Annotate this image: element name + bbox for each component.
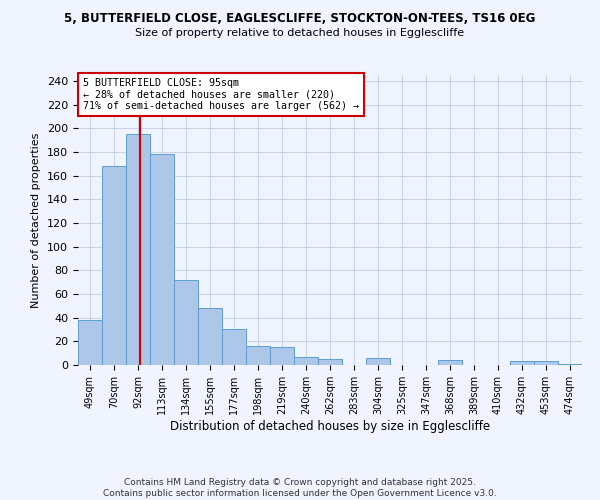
Text: Contains HM Land Registry data © Crown copyright and database right 2025.
Contai: Contains HM Land Registry data © Crown c… xyxy=(103,478,497,498)
Bar xyxy=(222,330,246,365)
Bar xyxy=(78,320,102,365)
Bar xyxy=(126,134,150,365)
Bar xyxy=(366,358,390,365)
Text: Size of property relative to detached houses in Egglescliffe: Size of property relative to detached ho… xyxy=(136,28,464,38)
Bar xyxy=(318,359,342,365)
Y-axis label: Number of detached properties: Number of detached properties xyxy=(31,132,41,308)
Bar xyxy=(174,280,198,365)
Bar xyxy=(246,346,270,365)
Bar xyxy=(150,154,174,365)
Bar xyxy=(510,362,534,365)
Bar xyxy=(102,166,126,365)
Text: 5 BUTTERFIELD CLOSE: 95sqm
← 28% of detached houses are smaller (220)
71% of sem: 5 BUTTERFIELD CLOSE: 95sqm ← 28% of deta… xyxy=(83,78,359,111)
Bar xyxy=(534,362,558,365)
X-axis label: Distribution of detached houses by size in Egglescliffe: Distribution of detached houses by size … xyxy=(170,420,490,432)
Bar xyxy=(558,364,582,365)
Bar xyxy=(294,356,318,365)
Text: 5, BUTTERFIELD CLOSE, EAGLESCLIFFE, STOCKTON-ON-TEES, TS16 0EG: 5, BUTTERFIELD CLOSE, EAGLESCLIFFE, STOC… xyxy=(64,12,536,26)
Bar xyxy=(270,347,294,365)
Bar xyxy=(438,360,462,365)
Bar xyxy=(198,308,222,365)
